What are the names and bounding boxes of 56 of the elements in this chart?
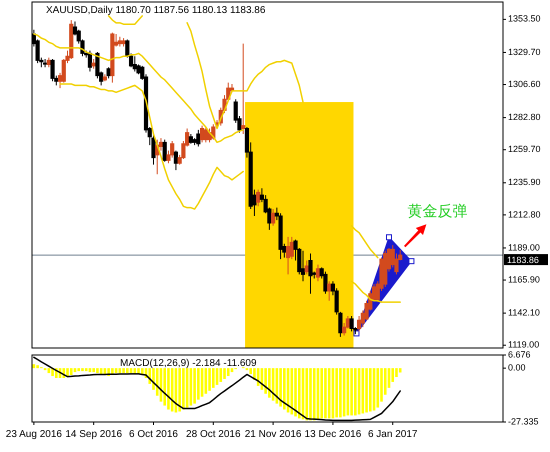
y-tick-label: 1235.90 (508, 177, 541, 188)
ref-line-label: 1183.86 (507, 255, 539, 266)
candlestick (188, 134, 193, 144)
candlestick (256, 189, 260, 207)
candlestick (162, 139, 167, 162)
candlestick (118, 36, 122, 47)
candlestick (174, 150, 178, 171)
y-tick-label: 1165.90 (508, 274, 540, 284)
candlestick (42, 58, 48, 68)
candlestick (46, 57, 51, 68)
y-tick-label: 1142.10 (508, 307, 540, 318)
chart-title: XAUUSD,Daily 1180.70 1187.56 1180.13 1183.86 (46, 5, 266, 16)
candlestick (271, 208, 276, 226)
candlestick (323, 271, 328, 294)
y-tick-label: 1329.70 (508, 46, 541, 57)
candlestick (241, 43, 246, 135)
candlestick (300, 250, 306, 282)
y-tick-label: -27.335 (508, 416, 539, 426)
y-tick-label: 6.676 (508, 349, 531, 360)
candlestick (286, 236, 290, 275)
y-tick-label: 1282.80 (508, 112, 541, 122)
candlestick (304, 260, 309, 275)
candlestick (200, 125, 204, 143)
x-tick-label: 28 Oct 2016 (186, 429, 241, 440)
candlestick (69, 20, 74, 60)
y-tick-label: 1119.00 (508, 340, 540, 350)
candlestick (106, 66, 111, 79)
candlestick (350, 316, 354, 332)
candlestick (383, 250, 388, 288)
y-tick-label: 1259.70 (508, 144, 541, 154)
x-tick-label: 23 Aug 2016 (6, 429, 62, 440)
annotation: 黄金反弹 (408, 203, 468, 220)
candlestick (316, 264, 320, 282)
y-tick-label: 1189.00 (508, 242, 540, 252)
x-tick-label: 13 Dec 2016 (304, 429, 362, 440)
candlestick (88, 50, 92, 72)
y-tick-label: 1212.80 (508, 209, 541, 220)
x-tick-label: 6 Jan 2017 (368, 429, 418, 440)
candlestick (110, 32, 114, 84)
candlestick (132, 56, 137, 72)
candlestick (204, 126, 208, 143)
candlestick (327, 280, 332, 302)
candlestick (121, 38, 126, 47)
y-tick-label: 1306.60 (508, 78, 541, 89)
chart-title: MACD(12,26,9) -2.184 -11.609 (120, 358, 257, 369)
candlestick (92, 58, 96, 70)
x-tick-label: 14 Sep 2016 (65, 429, 122, 440)
line-series (59, 83, 244, 210)
candlestick (102, 74, 107, 82)
candlestick (50, 58, 55, 82)
candlestick (196, 129, 200, 148)
y-tick-label: 1353.50 (508, 14, 541, 24)
candlestick (308, 253, 313, 294)
y-tick-label: 0.00 (508, 362, 526, 373)
x-tick-label: 6 Oct 2016 (129, 429, 178, 440)
x-tick-label: 21 Nov 2016 (244, 429, 302, 440)
